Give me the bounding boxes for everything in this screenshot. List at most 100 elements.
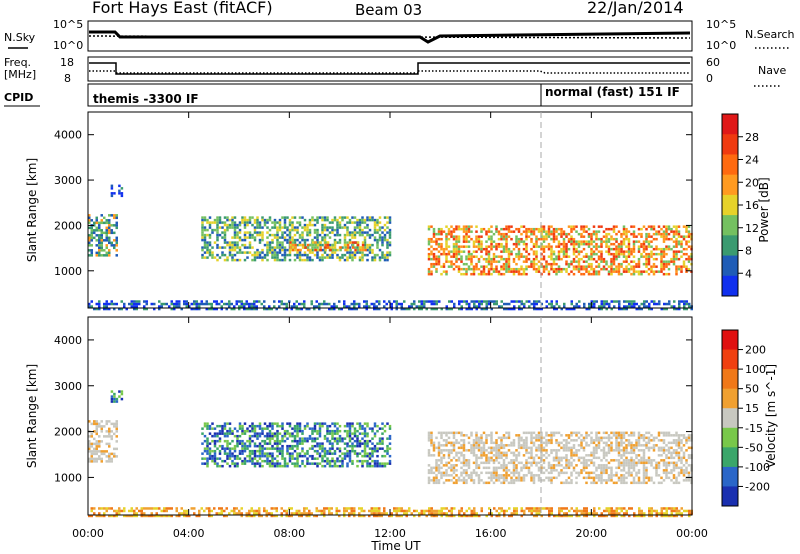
echo-cell [113,307,116,311]
echo-cell [542,461,546,465]
echo-cell [442,464,446,467]
echo-cell [313,307,316,311]
echo-cell [283,223,287,227]
echo-cell [595,434,598,437]
echo-cell [575,476,578,480]
echo-cell [105,430,108,433]
echo-cell [410,302,413,306]
echo-cell [231,216,234,219]
echo-cell [600,252,603,256]
echo-cell [640,307,643,311]
echo-cell [507,250,511,253]
echo-cell [221,253,224,257]
velocity-echo-layer [88,390,693,518]
echo-cell [602,235,606,238]
echo-cell [495,230,498,233]
echo-cell [198,305,201,308]
echo-cell [133,512,136,515]
echo-cell [582,272,586,276]
echo-cell [296,427,299,430]
echo-cell [343,258,347,262]
echo-cell [565,270,568,273]
echo-cell [359,248,362,252]
echo-cell [477,245,481,248]
echo-cell [632,466,636,470]
echo-cell [607,237,611,241]
echo-cell [283,251,287,254]
echo-cell [605,459,608,462]
echo-cell [585,459,588,462]
echo-cell [378,236,382,239]
echo-cell [388,216,392,219]
echo-cell [560,232,563,236]
echo-cell [366,248,369,252]
echo-cell [672,481,676,485]
echo-cell [383,223,387,227]
echo-cell [135,302,138,306]
echo-cell [605,307,608,311]
echo-cell [623,307,626,311]
echo-cell [595,456,598,460]
echo-cell [667,245,671,248]
echo-cell [268,233,272,237]
echo-cell [675,245,678,248]
echo-cell [632,444,636,447]
echo-cell [610,300,613,303]
echo-cell [465,267,468,271]
echo-cell [602,466,606,470]
echo-cell [615,441,618,445]
echo-cell [105,305,108,308]
echo-cell [650,245,653,248]
echo-cell [620,242,623,246]
echo-cell [140,509,143,513]
echo-cell [370,302,373,306]
echo-cell [622,250,626,253]
echo-cell [243,447,247,450]
echo-cell [388,251,392,254]
echo-cell [296,238,299,242]
echo-cell [512,444,516,447]
echo-cell [271,457,274,460]
echo-cell [487,260,491,263]
echo-cell [660,257,663,261]
echo-cell [90,229,93,232]
echo-cell [143,512,146,515]
echo-cell [233,236,237,239]
echo-cell [243,449,247,453]
echo-cell [201,221,204,224]
echo-cell [557,242,561,246]
echo-cell [657,481,661,485]
echo-cell [492,260,496,263]
echo-cell [248,218,252,222]
echo-cell [198,512,201,515]
echo-cell [625,451,628,455]
echo-cell [216,243,219,247]
echo-cell [270,307,273,311]
echo-cell [577,245,581,248]
echo-cell [580,456,583,460]
echo-cell [271,246,274,249]
echo-cell [512,464,516,467]
echo-cell [685,247,688,251]
echo-cell [423,300,426,303]
echo-cell [251,236,254,239]
echo-cell [208,454,212,458]
echo-cell [313,246,317,249]
echo-cell [303,452,307,455]
echo-cell [547,476,551,480]
echo-cell [203,243,207,247]
echo-cell [258,434,262,438]
echo-cell [615,232,618,236]
echo-cell [532,227,536,231]
echo-cell [665,235,668,238]
echo-cell [442,444,446,447]
echo-cell [268,228,272,232]
echo-cell [660,431,663,435]
echo-cell [381,236,384,239]
echo-cell [348,454,352,458]
echo-cell [333,305,336,308]
echo-cell [470,476,473,480]
echo-cell [293,457,297,460]
echo-cell [647,252,651,256]
echo-cell [457,237,461,241]
